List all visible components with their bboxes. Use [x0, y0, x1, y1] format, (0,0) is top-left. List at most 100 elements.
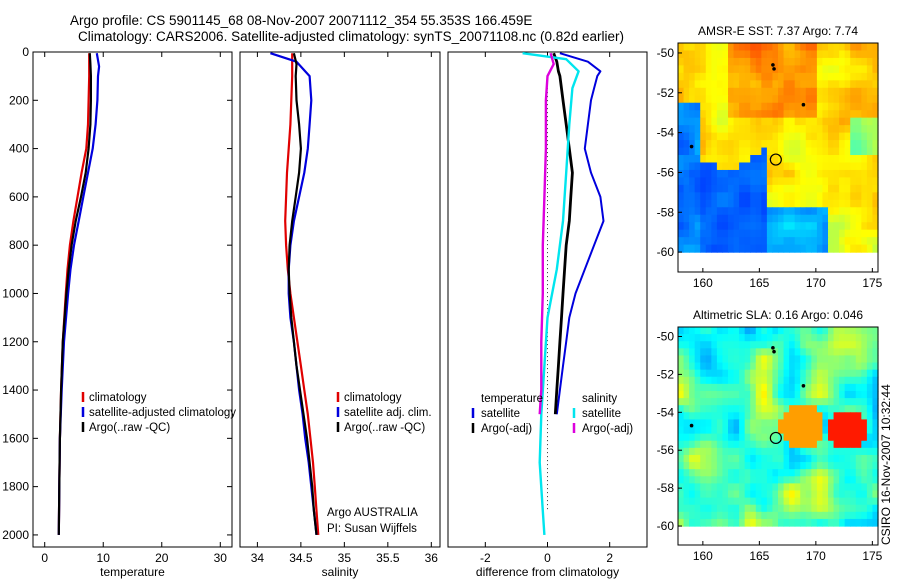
map-cell [872, 497, 879, 506]
map-cell [772, 462, 779, 470]
map-cell [789, 65, 796, 74]
map-cell [794, 497, 801, 506]
map-cell [833, 207, 840, 216]
map-cell [855, 229, 862, 238]
map-cell [744, 57, 751, 66]
map-cell [811, 169, 818, 179]
map-cell [861, 169, 868, 179]
map-cell [839, 483, 846, 492]
map-cell [755, 412, 762, 421]
island-marker [689, 144, 694, 149]
map-cell [678, 426, 685, 435]
map-cell [711, 490, 718, 499]
map-cell [772, 155, 779, 164]
map-cell [750, 412, 757, 421]
map-cell [772, 80, 779, 89]
map-cell [705, 454, 712, 463]
map-cell [850, 390, 857, 399]
map-cell [805, 184, 812, 193]
map-cell [794, 184, 801, 193]
map-cell [872, 398, 879, 406]
map-cell [783, 72, 790, 81]
map-cell [722, 390, 729, 399]
map-cell [755, 237, 762, 246]
map-cell [839, 419, 846, 428]
map-cell [844, 155, 851, 164]
x-tick-label: 175 [862, 276, 882, 290]
map-cell [689, 57, 696, 66]
map-cell [728, 184, 735, 193]
map-cell [839, 132, 846, 141]
map-cell [761, 454, 768, 463]
map-cell [750, 490, 757, 499]
map-cell [761, 244, 768, 253]
map-cell [733, 222, 740, 231]
map-cell [705, 341, 712, 349]
map-cell [722, 162, 729, 171]
map-cell [739, 469, 746, 477]
map-cell [694, 419, 701, 428]
map-cell [678, 462, 685, 470]
map-cell [855, 102, 862, 111]
map-cell [733, 102, 740, 111]
map-cell [816, 440, 824, 449]
map-cell [700, 490, 707, 499]
map-cell [783, 117, 790, 126]
map-cell [811, 102, 818, 111]
map-cell [789, 390, 796, 399]
map-cell [822, 162, 829, 171]
map-cell [816, 398, 824, 406]
map-cell [861, 511, 868, 520]
map-cell [689, 483, 696, 492]
map-cell [839, 504, 846, 513]
map-cell [783, 383, 790, 392]
map-cell [866, 132, 874, 141]
map-cell [722, 341, 729, 349]
map-cell [678, 518, 685, 527]
map-cell [700, 327, 707, 335]
x-axis-label: difference from climatology [476, 565, 619, 579]
map-cell [700, 140, 707, 149]
map-cell [794, 237, 801, 246]
map-field [678, 327, 879, 527]
map-cell [822, 87, 829, 96]
y-tick-label: 200 [9, 93, 29, 107]
map-cell [872, 504, 879, 513]
map-cell [861, 334, 868, 342]
map-cell [778, 376, 785, 385]
map-cell [739, 433, 746, 442]
map-cell [800, 518, 807, 527]
map-cell [683, 229, 690, 238]
map-cell [828, 376, 835, 385]
map-cell [805, 390, 812, 399]
map-cell [844, 140, 851, 149]
map-cell [694, 72, 701, 81]
map-cell [689, 207, 696, 216]
map-cell [744, 229, 751, 238]
map-cell [716, 237, 724, 246]
map-cell [833, 405, 840, 413]
map-cell [789, 125, 796, 134]
map-cell [761, 341, 768, 349]
map-cell [683, 497, 690, 506]
map-cell [778, 355, 785, 364]
map-cell [683, 355, 690, 364]
map-cell [822, 72, 829, 81]
map-cell [711, 383, 718, 392]
map-cell [772, 369, 779, 378]
map-cell [850, 110, 857, 119]
map-cell [711, 362, 718, 371]
map-cell [778, 199, 785, 208]
map-cell [811, 469, 818, 477]
map-cell [872, 207, 879, 216]
map-cell [811, 199, 818, 208]
map-cell [711, 419, 718, 428]
map-cell [678, 440, 685, 449]
map-cell [794, 412, 801, 421]
map-cell [755, 95, 762, 104]
map-cell [828, 222, 835, 231]
map-cell [716, 199, 724, 208]
map-cell [678, 155, 685, 164]
map-cell [800, 433, 807, 442]
map-cell [722, 155, 729, 164]
